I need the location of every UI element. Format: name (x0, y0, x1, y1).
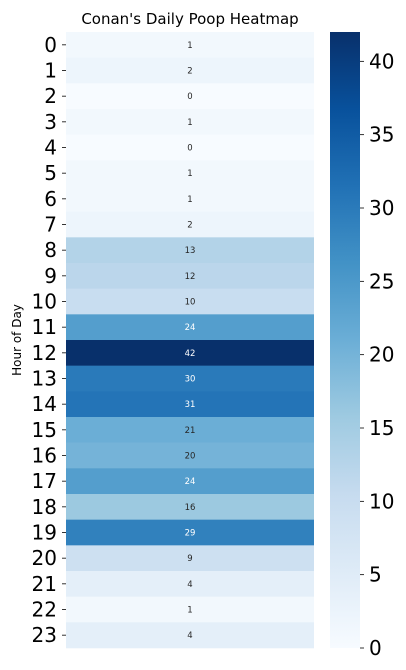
colorbar-tick-label: 0 (369, 636, 382, 660)
y-tick-label: 2 (44, 84, 57, 108)
cell-value-label: 1 (187, 118, 192, 128)
colorbar-tick-label: 30 (369, 196, 394, 220)
y-tick-label: 21 (32, 572, 57, 596)
y-tick-label: 15 (32, 418, 57, 442)
cell-value-label: 2 (187, 67, 192, 77)
heatmap-cell (66, 32, 314, 58)
colorbar-tick-label: 15 (369, 416, 394, 440)
cell-value-label: 10 (185, 298, 196, 308)
heatmap-cell (66, 391, 314, 418)
y-tick-label: 7 (44, 213, 57, 237)
y-tick-label: 22 (32, 598, 57, 622)
colorbar-tick-label: 20 (369, 343, 394, 367)
heatmap-cell (66, 417, 314, 443)
cell-value-label: 1 (187, 41, 192, 51)
heatmap-cell (66, 340, 314, 366)
y-tick-label: 18 (32, 495, 57, 519)
cell-value-label: 13 (185, 246, 196, 256)
cell-value-label: 4 (187, 580, 192, 590)
cell-value-label: 16 (185, 503, 196, 513)
y-tick-label: 16 (32, 444, 57, 468)
cell-value-label: 21 (185, 426, 196, 436)
y-tick-label: 17 (32, 469, 57, 493)
y-tick-label: 20 (32, 546, 57, 570)
y-tick-label: 23 (32, 623, 57, 647)
cell-value-label: 24 (185, 323, 196, 333)
heatmap-cell (66, 134, 314, 161)
cell-value-label: 42 (185, 349, 196, 359)
cell-value-label: 30 (185, 375, 196, 385)
heatmap-cell (66, 545, 314, 572)
heatmap-cell (66, 365, 314, 392)
y-tick-label: 12 (32, 341, 57, 365)
heatmap-cell (66, 468, 314, 495)
cell-value-label: 4 (187, 631, 192, 641)
y-tick-label: 10 (32, 290, 57, 314)
y-tick-label: 0 (44, 33, 57, 57)
cell-value-label: 0 (187, 144, 192, 154)
heatmap-cell (66, 160, 314, 187)
colorbar-ticks: 0 5 10 15 20 25 30 35 40 (360, 49, 394, 660)
y-tick-label: 3 (44, 110, 57, 134)
y-tick-label: 8 (44, 238, 57, 262)
heatmap-cell (66, 57, 314, 84)
cell-value-label: 12 (185, 272, 196, 282)
heatmap-cell (66, 519, 314, 546)
colorbar-tick-label: 5 (369, 563, 382, 587)
chart-title: Conan's Daily Poop Heatmap (81, 10, 298, 28)
colorbar-tick-label: 25 (369, 269, 394, 293)
heatmap-cell (66, 494, 314, 520)
heatmap-cell (66, 288, 314, 315)
y-tick-label: 6 (44, 187, 57, 211)
y-tick-label: 4 (44, 136, 57, 160)
cell-value-label: 9 (187, 554, 192, 564)
colorbar-tick-label: 35 (369, 123, 394, 147)
y-tick-label: 19 (32, 521, 57, 545)
colorbar-tick-label: 10 (369, 489, 394, 513)
cell-value-label: 1 (187, 606, 192, 616)
heatmap-cell (66, 622, 314, 649)
heatmap-cell (66, 211, 314, 238)
cell-value-label: 1 (187, 169, 192, 179)
colorbar-tick-label: 40 (369, 49, 394, 73)
colorbar (330, 32, 360, 648)
y-tick-label: 9 (44, 264, 57, 288)
heatmap-cell (66, 237, 314, 264)
y-tick-label: 5 (44, 161, 57, 185)
y-tick-label: 1 (44, 59, 57, 83)
cell-value-label: 1 (187, 195, 192, 205)
heatmap-cell (66, 109, 314, 135)
heatmap-cell (66, 186, 314, 212)
cell-value-label: 29 (185, 529, 196, 539)
cell-value-label: 0 (187, 92, 192, 102)
cell-value-label: 20 (185, 452, 196, 462)
heatmap-cell (66, 83, 314, 110)
heatmap-cell (66, 314, 314, 341)
y-tick-label: 11 (32, 315, 57, 339)
y-axis-label: Hour of Day (10, 304, 24, 376)
cell-value-label: 24 (185, 477, 196, 487)
heatmap-cell (66, 571, 314, 597)
heatmap-cell (66, 263, 314, 289)
cell-value-label: 2 (187, 221, 192, 231)
y-tick-label: 13 (32, 367, 57, 391)
heatmap-cell (66, 442, 314, 469)
heatmap-cell (66, 596, 314, 623)
cell-value-label: 31 (185, 400, 196, 410)
y-tick-label: 14 (32, 392, 57, 416)
